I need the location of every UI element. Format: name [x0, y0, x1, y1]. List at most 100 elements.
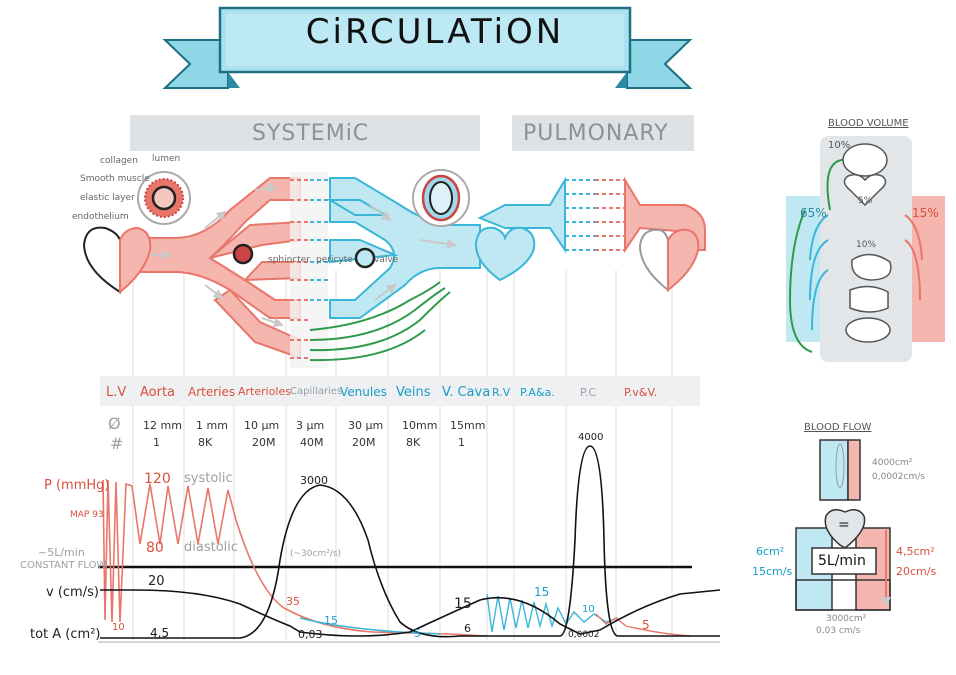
label-lv-min: 10 [112, 622, 125, 633]
label-valve: valve [374, 255, 399, 265]
velocity-curve [100, 589, 721, 637]
row-label-pressure: P (mmHg) [44, 478, 110, 493]
graph-curves [100, 445, 721, 639]
pulmonary-heading: PULMONARY [523, 121, 669, 146]
flow-bottom-area: 3000cm² [826, 614, 867, 624]
right-heart [474, 226, 536, 282]
flow-equals: = [838, 517, 850, 533]
count-capillaries: 40M [300, 436, 324, 449]
blood-volume-panel [786, 136, 945, 362]
diameter-venules: 30 µm [348, 419, 384, 432]
label-v-cap: 0,03 [298, 628, 323, 641]
flow-left-area: 6cm² [756, 545, 785, 558]
label-a-aorta: 4,5 [150, 626, 170, 640]
diameter-aorta: 12 mm [143, 419, 182, 432]
label-pericyte: pericyte [316, 255, 353, 265]
diameter-capillaries: 3 µm [296, 419, 325, 432]
flow-top-area: 4000cm² [872, 458, 913, 468]
lymphatic-vessels [309, 281, 451, 362]
label-endothelium: endothelium [72, 212, 129, 222]
volume-systemic-arterial: 15% [912, 206, 939, 220]
flow-bottom-velocity: 0,03 cm/s [816, 626, 861, 636]
label-systolic-value: 120 [144, 471, 171, 487]
pulmonary-band [512, 115, 694, 151]
count-arterioles: 20M [252, 436, 276, 449]
vessel-label-venules: Venules [340, 385, 387, 399]
blood-flow-panel [795, 439, 891, 611]
label-cap-area-peak: 3000 [300, 474, 328, 487]
pulmonary-return-heart [638, 228, 700, 293]
label-sphincter: sphincter [268, 255, 311, 265]
label-p-pv: 5 [642, 618, 650, 632]
label-systolic: systolic [184, 471, 233, 486]
arteriole-cross-section [232, 243, 254, 265]
vessel-label-arteries: Arteries [188, 385, 236, 399]
row-label-area: tot A (cm²) [30, 627, 101, 642]
label-p-cap: 35 [286, 595, 300, 608]
count-venules: 20M [352, 436, 376, 449]
label-collagen: collagen [100, 156, 138, 166]
title-banner [162, 6, 693, 89]
vessel-label-aorta: Aorta [140, 385, 176, 400]
area-curve [100, 445, 720, 639]
volume-veins: 65% [800, 206, 827, 220]
vessel-label-band [100, 376, 700, 406]
label-p-venule: 15 [324, 614, 338, 627]
pressure-curve [102, 479, 487, 637]
vessel-label-vcava: V. Cava [442, 385, 491, 400]
label-smooth-muscle: Smooth muscle [80, 174, 150, 184]
diameter-veins: 10mm [402, 419, 438, 432]
vessel-label-capillaries: Capillaries [290, 386, 343, 397]
flow-right-area: 4,5cm² [896, 545, 935, 558]
count-aorta: 1 [153, 436, 160, 449]
vessel-label-veins: Veins [396, 385, 431, 400]
pressure-curve-blue [299, 617, 441, 635]
blood-flow-heading: BLOOD FLOW [804, 422, 872, 433]
vein-cross-section [412, 169, 470, 227]
label-v-pc: 0,0002 [568, 630, 600, 640]
vessel-label-arterioles: Arterioles [238, 385, 291, 398]
flow-left-velocity: 15cm/s [752, 565, 793, 578]
aorta-cross-section [137, 171, 191, 225]
vessel-label-lv: L.V [106, 385, 127, 400]
systemic-heading: SYSTEMiC [252, 121, 370, 146]
row-label-flow: ~5L/min [38, 546, 85, 559]
label-p-pc: 10 [582, 604, 595, 615]
venule-cross-section [354, 247, 376, 269]
blood-volume-heading: BLOOD VOLUME [828, 118, 909, 129]
systemic-venous-tree [326, 177, 481, 319]
label-p-vc: 5 [414, 627, 421, 640]
left-heart [82, 226, 121, 294]
flow-value: 5L/min [818, 553, 866, 569]
label-v-vc: 15 [454, 596, 472, 612]
label-p-pa: 15 [534, 585, 550, 599]
page-title: CiRCULATiON [305, 12, 565, 52]
label-a-vc: 6 [464, 622, 471, 635]
label-lumen: lumen [152, 154, 181, 164]
count-vcava: 1 [458, 436, 465, 449]
label-diastolic: diastolic [184, 540, 239, 555]
label-diastolic-value: 80 [146, 540, 164, 556]
count-arteries: 8K [198, 436, 213, 449]
diameter-symbol: Ø [108, 414, 121, 433]
vessel-grid-lines [132, 270, 673, 640]
vessel-label-pv: P.v&V. [624, 386, 658, 399]
label-pc-area-peak: 4000 [578, 432, 604, 443]
pulmonary-pressure-curve [486, 593, 619, 633]
row-label-constant-flow: CONSTANT FLOW [20, 560, 107, 571]
label-v-aorta: 20 [148, 574, 165, 589]
row-label-map: MAP 93 [70, 510, 104, 520]
label-elastic-layer: elastic layer [80, 193, 135, 203]
diameter-arterioles: 10 µm [244, 419, 280, 432]
flow-right-velocity: 20cm/s [896, 565, 937, 578]
label-cap-area-note: (~30cm²/s) [290, 549, 342, 559]
flow-top-velocity: 0,0002cm/s [872, 472, 925, 482]
count-veins: 8K [406, 436, 421, 449]
volume-heart: 5% [858, 196, 873, 206]
volume-arteries: 10% [856, 240, 877, 250]
row-label-velocity: v (cm/s) [46, 585, 99, 600]
diameter-vcava: 15mm [450, 419, 486, 432]
capillary-bed [290, 172, 330, 368]
